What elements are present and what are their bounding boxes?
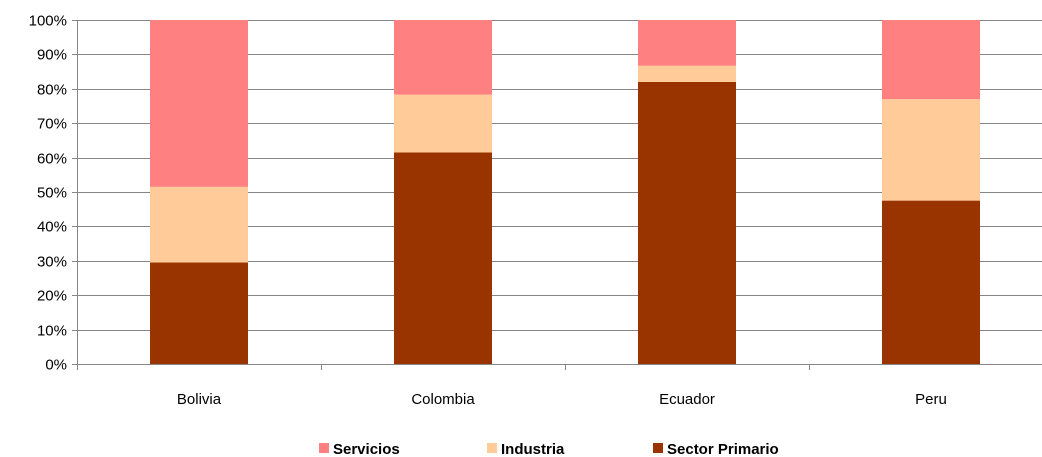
legend-label: Industria <box>501 441 565 457</box>
y-tick-label: 0% <box>45 357 67 374</box>
legend-label: Sector Primario <box>667 441 779 457</box>
x-tick-label: Colombia <box>411 391 475 408</box>
y-tick-label: 70% <box>37 116 67 133</box>
bar-segment-sector-primario-peru <box>882 200 980 364</box>
y-tick-label: 40% <box>37 219 67 236</box>
legend-label: Servicios <box>333 441 400 457</box>
bar-segment-servicios-colombia <box>394 20 492 95</box>
bar-segment-sector-primario-bolivia <box>150 262 248 364</box>
bar-segment-industria-ecuador <box>638 65 736 82</box>
y-tick-label: 90% <box>37 47 67 64</box>
bar-segment-servicios-ecuador <box>638 20 736 66</box>
bar-segment-servicios-bolivia <box>150 20 248 187</box>
axes <box>72 20 1042 370</box>
y-tick-label: 20% <box>37 288 67 305</box>
bar-segment-industria-bolivia <box>150 186 248 263</box>
y-tick-label: 80% <box>37 82 67 99</box>
legend: Servicios Industria Sector Primario <box>319 441 779 457</box>
x-tick-label: Bolivia <box>177 391 222 408</box>
bar-segment-industria-colombia <box>394 94 492 153</box>
y-tick-label: 100% <box>29 13 67 30</box>
y-tick-label: 30% <box>37 254 67 271</box>
x-tick-label: Peru <box>915 391 947 408</box>
x-axis-tick-labels: Bolivia Colombia Ecuador Peru <box>177 391 947 408</box>
legend-swatch <box>487 443 497 453</box>
legend-swatch <box>653 443 663 453</box>
x-tick-label: Ecuador <box>659 391 715 408</box>
y-axis-tick-labels: 0% 10% 20% 30% 40% 50% 60% 70% 80% 90% 100% <box>29 13 67 374</box>
legend-swatch <box>319 443 329 453</box>
y-tick-label: 50% <box>37 185 67 202</box>
y-tick-label: 60% <box>37 151 67 168</box>
bar-segment-servicios-peru <box>882 20 980 100</box>
bars <box>150 20 980 365</box>
bar-segment-sector-primario-colombia <box>394 152 492 364</box>
y-tick-label: 10% <box>37 323 67 340</box>
bar-segment-industria-peru <box>882 99 980 201</box>
bar-segment-sector-primario-ecuador <box>638 81 736 365</box>
